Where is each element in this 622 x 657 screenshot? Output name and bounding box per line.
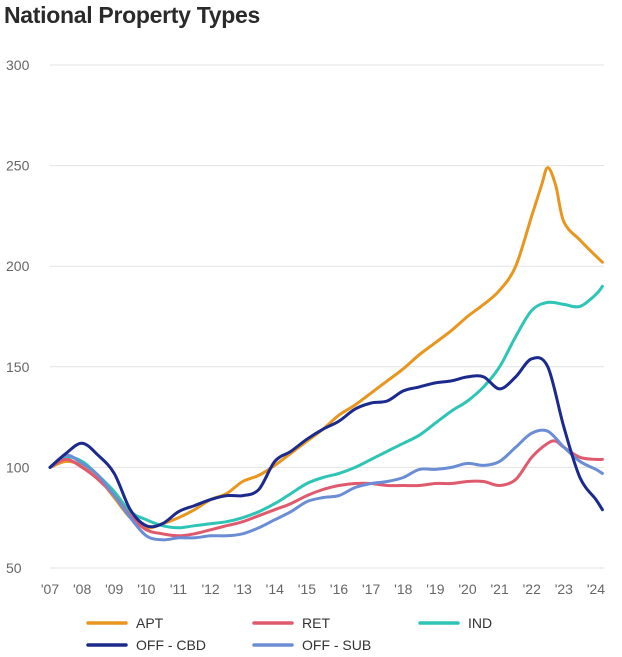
legend: APT RET IND OFF - CBD OFF - SUB [86,615,492,653]
y-tick-label: 150 [6,359,30,375]
x-tick-label: '11 [170,581,187,597]
x-tick-label: '21 [490,581,508,597]
x-tick-label: '23 [555,581,573,597]
gridlines [50,64,604,569]
series-line-off-cbd [48,356,604,529]
legend-label: RET [302,615,330,631]
y-tick-label: 250 [6,158,30,174]
x-tick-label: '16 [330,581,348,597]
y-axis-ticks: 50 100 150 200 250 300 [6,57,30,576]
x-tick-label: '09 [105,581,123,597]
x-tick-label: '22 [523,581,541,597]
x-axis-ticks: '07 '08 '09 '10 '11 '12 '13 '14 '15 '16 '17 '18 '19 '… [41,581,605,597]
y-tick-label: 100 [6,459,30,475]
x-tick-label: '10 [137,581,155,597]
chart-title: National Property Types [4,2,260,28]
x-tick-label: '15 [298,581,316,597]
y-tick-label: 50 [6,560,22,576]
x-tick-label: '20 [458,581,476,597]
y-tick-label: 300 [6,57,30,73]
legend-label: IND [468,615,492,631]
x-tick-label: '12 [201,581,219,597]
x-tick-label: '19 [426,581,444,597]
x-tick-label: '14 [266,581,284,597]
series-lines [48,166,604,542]
series-line-off-sub [48,428,604,542]
legend-label: OFF - SUB [302,637,371,653]
x-tick-label: '08 [73,581,91,597]
series-line-apt [48,166,604,530]
x-tick-label: '17 [362,581,380,597]
x-tick-label: '24 [587,581,605,597]
series-line-ind [48,284,604,530]
y-tick-label: 200 [6,258,30,274]
x-tick-label: '07 [41,581,59,597]
series-line-ret [48,439,604,538]
x-tick-label: '18 [394,581,412,597]
x-tick-label: '13 [234,581,252,597]
legend-label: APT [136,615,164,631]
legend-label: OFF - CBD [136,637,206,653]
